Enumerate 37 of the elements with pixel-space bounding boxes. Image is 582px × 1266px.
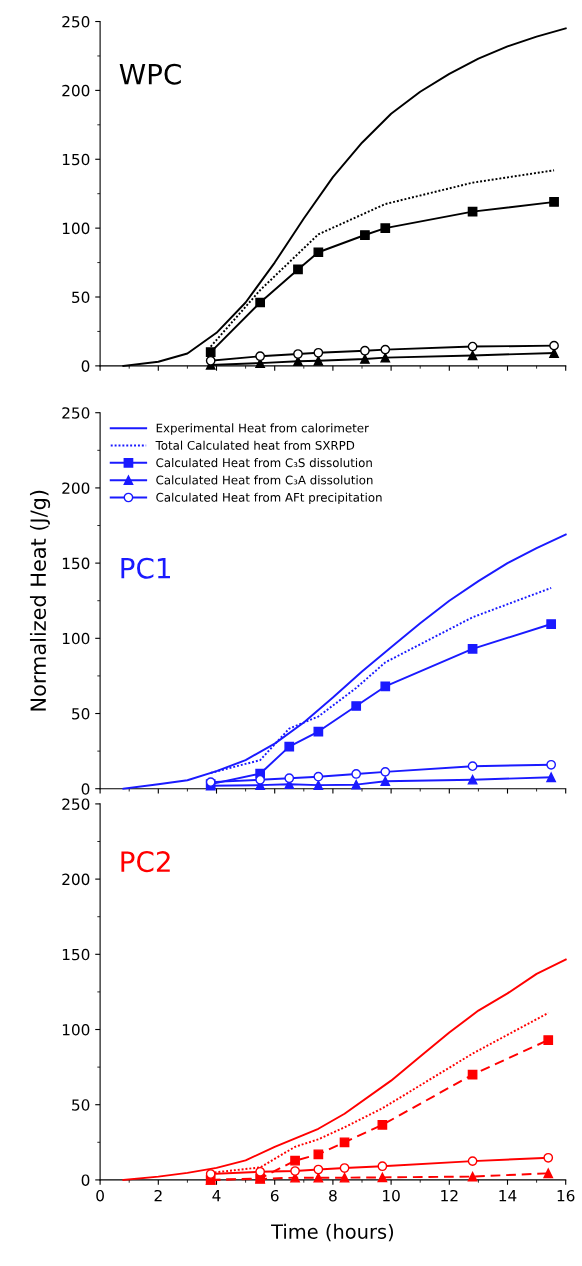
y-tick-label: 250: [62, 407, 90, 419]
y-tick-label: 0: [81, 1174, 90, 1186]
y-tick-label: 50: [72, 707, 90, 720]
y-tick-label: 100: [62, 1023, 90, 1036]
y-tick-label: 150: [62, 948, 90, 961]
legend-label: Total Calculated heat from SXRPD: [155, 440, 355, 450]
legend-label: Experimental Heat from calorimeter: [156, 423, 369, 435]
x-axis-title: Time (hours): [271, 1223, 394, 1242]
y-tick-label: 50: [72, 291, 90, 304]
y-tick-label: 200: [62, 84, 90, 97]
y-tick-label: 200: [62, 482, 90, 494]
x-tick-label: 10: [383, 1189, 400, 1202]
text: PC1: [121, 557, 170, 579]
legend-label: Calculated Heat from C₃A dissolution: [156, 475, 373, 485]
x-tick-label: 8: [329, 1189, 337, 1202]
y-tick-label: 100: [62, 222, 90, 235]
x-tick-label: 4: [212, 1190, 221, 1202]
text: WPC: [119, 63, 181, 85]
y-tick-label: 200: [62, 873, 90, 886]
x-tick-label: 14: [499, 1190, 517, 1202]
y-tick-label: 150: [62, 153, 90, 166]
legend-label: Calculated Heat from AFt precipitation: [156, 492, 382, 505]
text: PC2: [121, 851, 170, 873]
y-tick-label: 250: [62, 798, 90, 810]
y-tick-label: 150: [62, 557, 90, 570]
y-tick-label: 50: [72, 1099, 90, 1111]
x-tick-label: 6: [270, 1189, 279, 1202]
x-tick-label: 12: [441, 1189, 458, 1202]
y-tick-label: 250: [62, 15, 90, 28]
y-tick-label: 100: [62, 632, 90, 645]
x-tick-label: 0: [96, 1189, 104, 1202]
legend-label: Calculated Heat from C₃S dissolution: [156, 458, 372, 468]
y-tick-label: 0: [81, 783, 90, 795]
x-tick-label: 16: [557, 1189, 575, 1202]
y-tick-label: 0: [81, 360, 90, 372]
y-axis-title: Normalized Heat (J/g): [29, 490, 51, 711]
x-tick-label: 2: [154, 1189, 162, 1202]
